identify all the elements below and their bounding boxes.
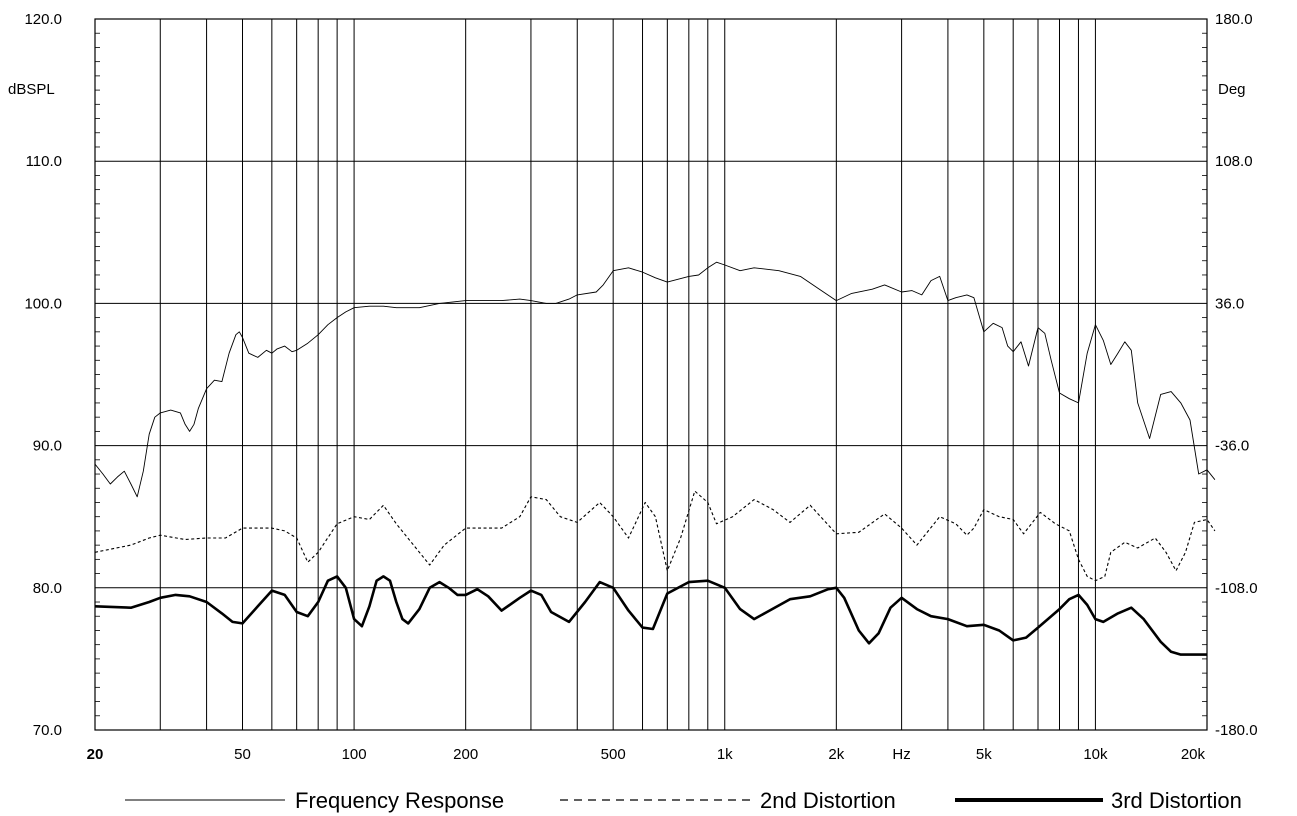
- y-tick-label: 100.0: [24, 295, 62, 312]
- y2-tick-label: -36.0: [1215, 438, 1249, 455]
- legend-label-2: 2nd Distortion: [760, 788, 896, 813]
- x-tick-label: 50: [234, 746, 251, 763]
- y-tick-label: 70.0: [33, 722, 62, 739]
- x-tick-label: 100: [342, 746, 367, 763]
- x-tick-label: 20: [87, 746, 104, 763]
- y2-tick-label: 36.0: [1215, 295, 1244, 312]
- y-tick-label: 110.0: [26, 153, 62, 170]
- y-tick-label: 80.0: [33, 580, 62, 597]
- y2-tick-label: 180.0: [1215, 11, 1253, 28]
- x-tick-label: 20k: [1181, 746, 1206, 763]
- x-tick-label: 5k: [976, 746, 992, 763]
- y2-tick-label: -180.0: [1215, 722, 1258, 739]
- y-tick-label: 90.0: [33, 438, 62, 455]
- legend-label-1: Frequency Response: [295, 788, 504, 813]
- x-tick-label: 2k: [828, 746, 844, 763]
- y2-tick-label: 108.0: [1215, 153, 1253, 170]
- legend-label-3: 3rd Distortion: [1111, 788, 1242, 813]
- y-tick-label: 120.0: [24, 11, 62, 28]
- x-tick-label: 500: [601, 746, 626, 763]
- y-axis-label: dBSPL: [8, 81, 55, 98]
- x-tick-label: 200: [453, 746, 478, 763]
- y2-tick-label: -108.0: [1215, 580, 1258, 597]
- x-unit-label: Hz: [892, 746, 910, 763]
- y2-axis-label: Deg: [1218, 81, 1246, 98]
- x-tick-label: 1k: [717, 746, 733, 763]
- x-tick-label: 10k: [1083, 746, 1108, 763]
